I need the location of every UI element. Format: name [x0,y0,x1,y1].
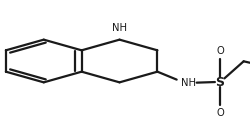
Text: S: S [216,76,224,89]
Text: O: O [216,108,224,118]
Text: NH: NH [112,23,127,33]
Text: O: O [216,46,224,56]
Text: NH: NH [181,78,196,88]
